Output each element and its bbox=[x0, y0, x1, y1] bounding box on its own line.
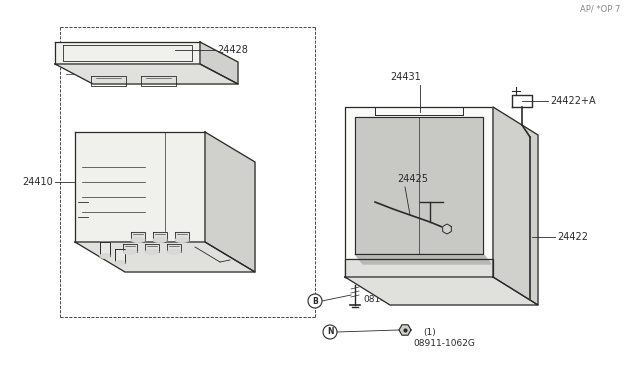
Polygon shape bbox=[167, 244, 181, 252]
Ellipse shape bbox=[115, 260, 125, 266]
Polygon shape bbox=[355, 117, 483, 254]
Polygon shape bbox=[443, 224, 451, 234]
Polygon shape bbox=[355, 254, 491, 264]
Polygon shape bbox=[205, 132, 255, 272]
Circle shape bbox=[323, 325, 337, 339]
Text: 24425: 24425 bbox=[397, 174, 428, 184]
Ellipse shape bbox=[145, 250, 159, 254]
Polygon shape bbox=[75, 242, 255, 272]
Polygon shape bbox=[493, 107, 538, 305]
Polygon shape bbox=[399, 325, 411, 335]
Circle shape bbox=[308, 294, 322, 308]
Text: AP/ *OP 7: AP/ *OP 7 bbox=[580, 5, 620, 14]
Polygon shape bbox=[175, 232, 189, 240]
Text: 24431: 24431 bbox=[390, 72, 420, 82]
Text: N: N bbox=[327, 327, 333, 337]
Ellipse shape bbox=[175, 237, 189, 243]
Polygon shape bbox=[123, 244, 137, 252]
Text: 24422: 24422 bbox=[557, 232, 588, 242]
Polygon shape bbox=[345, 107, 493, 277]
Ellipse shape bbox=[100, 253, 110, 259]
Polygon shape bbox=[131, 232, 145, 240]
Ellipse shape bbox=[167, 250, 181, 254]
Polygon shape bbox=[345, 277, 538, 305]
Polygon shape bbox=[75, 132, 205, 242]
Text: 08911-1062G: 08911-1062G bbox=[413, 340, 475, 349]
Text: 24422+A: 24422+A bbox=[550, 96, 596, 106]
Polygon shape bbox=[345, 259, 493, 277]
Polygon shape bbox=[115, 249, 125, 263]
Polygon shape bbox=[145, 244, 159, 252]
Ellipse shape bbox=[131, 237, 145, 243]
Polygon shape bbox=[55, 42, 200, 64]
Text: 08146-6202G: 08146-6202G bbox=[363, 295, 424, 304]
Text: B: B bbox=[312, 296, 318, 305]
Polygon shape bbox=[200, 42, 238, 84]
Text: (1): (1) bbox=[373, 282, 386, 292]
Text: (1): (1) bbox=[423, 327, 436, 337]
Ellipse shape bbox=[153, 237, 167, 243]
Polygon shape bbox=[55, 64, 238, 84]
Ellipse shape bbox=[123, 250, 137, 254]
Polygon shape bbox=[153, 232, 167, 240]
Polygon shape bbox=[100, 242, 110, 256]
Text: 24428: 24428 bbox=[217, 45, 248, 55]
Text: 24410: 24410 bbox=[22, 177, 53, 187]
